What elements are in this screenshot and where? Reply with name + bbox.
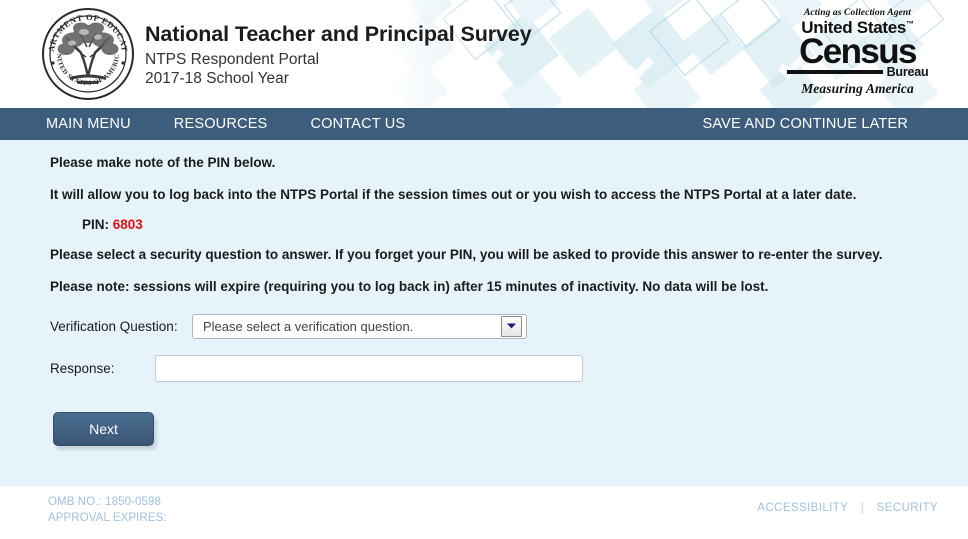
pin-value: 6803	[112, 217, 143, 233]
pin-label: PIN:	[82, 217, 109, 233]
page-footer: OMB NO.: 1850-0598 APPROVAL EXPIRES: ACC…	[0, 486, 968, 539]
census-united-states: United States™	[801, 18, 914, 37]
header-decorative-pattern	[380, 0, 968, 108]
census-bureau-logo: Acting as Collection Agent United States…	[765, 8, 950, 97]
header-title-block: National Teacher and Principal Survey NT…	[145, 22, 532, 89]
verification-question-row: Verification Question: Please select a v…	[50, 313, 968, 339]
security-link[interactable]: SECURITY	[876, 502, 938, 514]
nav-contact-us[interactable]: CONTACT US	[310, 116, 406, 132]
approval-expires: APPROVAL EXPIRES:	[48, 512, 167, 525]
census-wordmark: Census	[799, 32, 917, 71]
nav-right-group: SAVE AND CONTINUE LATER	[703, 108, 909, 140]
footer-omb-block: OMB NO.: 1850-0598 APPROVAL EXPIRES:	[48, 494, 167, 527]
pin-usage-paragraph: It will allow you to log back into the N…	[50, 187, 857, 203]
footer-link-separator: |	[860, 502, 865, 514]
trademark-icon: ™	[906, 19, 914, 29]
next-button[interactable]: Next	[53, 411, 154, 446]
response-label: Response:	[50, 360, 115, 376]
security-question-paragraph: Please select a security question to ans…	[50, 247, 883, 263]
census-acting-as-collection-agent: Acting as Collection Agent	[803, 8, 912, 18]
page-subtitle-school-year: 2017-18 School Year	[145, 70, 289, 88]
response-row: Response:	[50, 354, 968, 382]
omb-number: OMB NO.: 1850-0598	[48, 496, 162, 508]
page-title: National Teacher and Principal Survey	[145, 22, 532, 46]
save-and-continue-later-button[interactable]: SAVE AND CONTINUE LATER	[702, 116, 908, 132]
census-rule-divider	[786, 70, 883, 75]
nav-main-menu[interactable]: MAIN MENU	[46, 116, 131, 132]
main-content: Please make note of the PIN below. It wi…	[0, 140, 968, 486]
main-navigation-bar: MAIN MENU RESOURCES CONTACT US SAVE AND …	[0, 108, 968, 140]
session-expiry-paragraph: Please note: sessions will expire (requi…	[50, 279, 769, 295]
verification-question-select[interactable]: Please select a verification question.	[192, 313, 527, 339]
census-bureau-label: Bureau	[886, 65, 929, 80]
pin-note-paragraph: Please make note of the PIN below.	[50, 155, 276, 170]
nav-left-group: MAIN MENU RESOURCES CONTACT US	[0, 116, 448, 132]
next-button-wrap: Next	[50, 411, 968, 446]
verification-question-label: Verification Question:	[50, 318, 178, 334]
response-input[interactable]	[155, 354, 583, 382]
page-header: DEPARTMENT OF EDUCATION UNITED STATES OF…	[0, 0, 968, 108]
chevron-down-icon[interactable]	[501, 315, 522, 337]
page-subtitle-portal: NTPS Respondent Portal	[145, 50, 320, 68]
census-measuring-america-tagline: Measuring America	[801, 81, 914, 97]
verification-question-selected-value: Please select a verification question.	[203, 318, 414, 334]
footer-links: ACCESSIBILITY | SECURITY	[757, 502, 938, 514]
department-of-education-seal-icon: DEPARTMENT OF EDUCATION UNITED STATES OF…	[40, 7, 136, 101]
pin-display: PIN: 6803	[50, 217, 968, 232]
nav-resources[interactable]: RESOURCES	[173, 116, 268, 132]
accessibility-link[interactable]: ACCESSIBILITY	[757, 502, 849, 514]
